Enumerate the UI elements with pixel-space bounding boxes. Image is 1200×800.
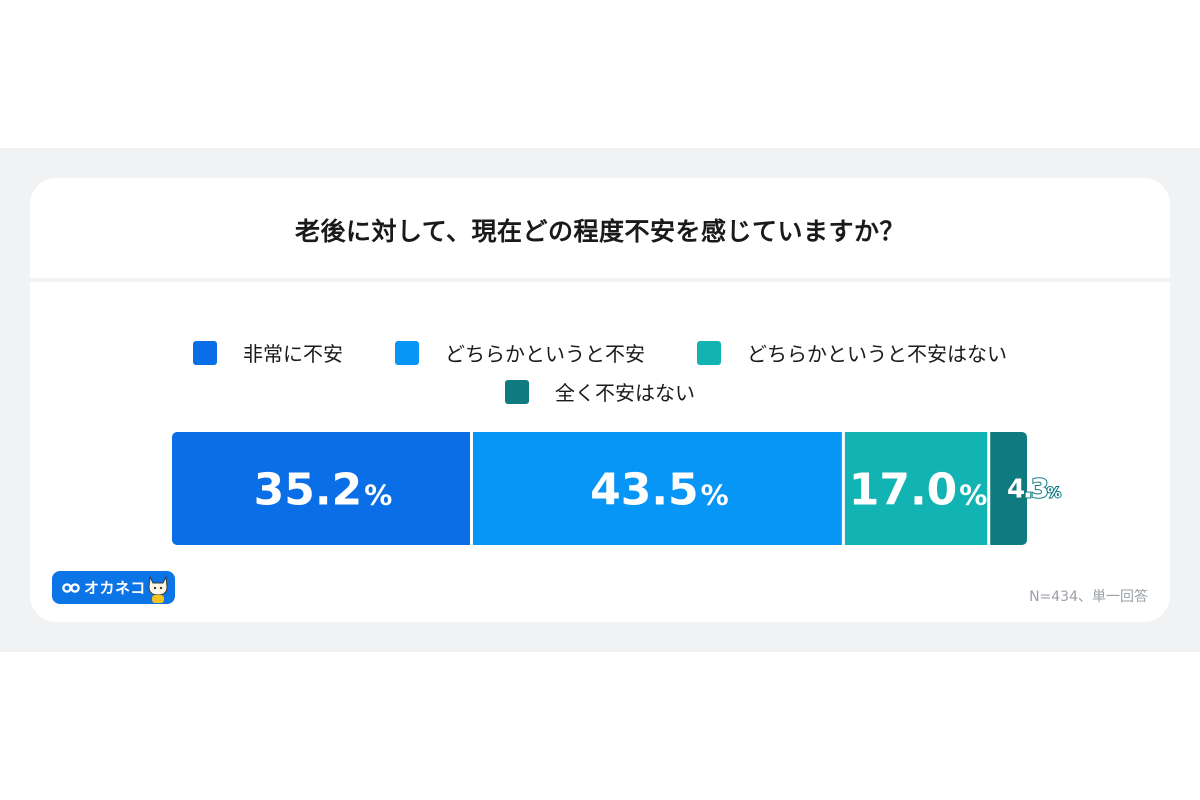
cat-mascot-icon bbox=[148, 575, 168, 603]
legend-swatch bbox=[395, 340, 419, 365]
bar-value-label: 43.5% bbox=[590, 465, 729, 516]
stacked-bar-chart: 35.2% 43.5% 17.0% 4.3% bbox=[172, 432, 1064, 545]
bar-value-label: 4.3% bbox=[1007, 475, 1061, 505]
legend-item-somewhat-not-anxious: どちらかというと不安はない bbox=[697, 338, 1007, 367]
sample-note: N=434、単一回答 bbox=[1029, 589, 1148, 605]
title-area: 老後に対して、現在どの程度不安を感じていますか？ bbox=[30, 178, 1170, 278]
legend-row-2: 全く不安はない bbox=[30, 377, 1170, 406]
legend-item-somewhat-anxious: どちらかというと不安 bbox=[395, 338, 645, 367]
brand-name: オカネコ bbox=[84, 579, 146, 597]
legend-label: どちらかというと不安はない bbox=[747, 342, 1007, 366]
bar-segment bbox=[172, 432, 470, 545]
bar-segment bbox=[472, 432, 842, 545]
bar-segment bbox=[844, 432, 988, 545]
legend-item-very-anxious: 非常に不安 bbox=[193, 338, 343, 367]
legend-swatch bbox=[505, 379, 529, 404]
legend-swatch bbox=[697, 340, 721, 365]
bar-segment bbox=[990, 432, 1027, 545]
brand-logo: オカネコ bbox=[52, 571, 175, 604]
title-divider bbox=[30, 278, 1170, 282]
chart-title: 老後に対して、現在どの程度不安を感じていますか？ bbox=[294, 217, 905, 246]
legend-item-not-anxious-at-all: 全く不安はない bbox=[505, 377, 695, 406]
legend-row-1: 非常に不安 どちらかというと不安 どちらかというと不安はない bbox=[30, 338, 1170, 367]
legend-label: 全く不安はない bbox=[555, 381, 695, 405]
chart-card: 老後に対して、現在どの程度不安を感じていますか？ 非常に不安 どちらかというと不… bbox=[30, 178, 1170, 622]
infinity-icon bbox=[62, 582, 80, 593]
legend-swatch bbox=[193, 340, 217, 365]
bar-value-label: 17.0% bbox=[849, 465, 988, 516]
legend-label: どちらかというと不安 bbox=[445, 342, 645, 366]
bar-value-label: 35.2% bbox=[254, 465, 393, 516]
legend-label: 非常に不安 bbox=[243, 342, 343, 366]
